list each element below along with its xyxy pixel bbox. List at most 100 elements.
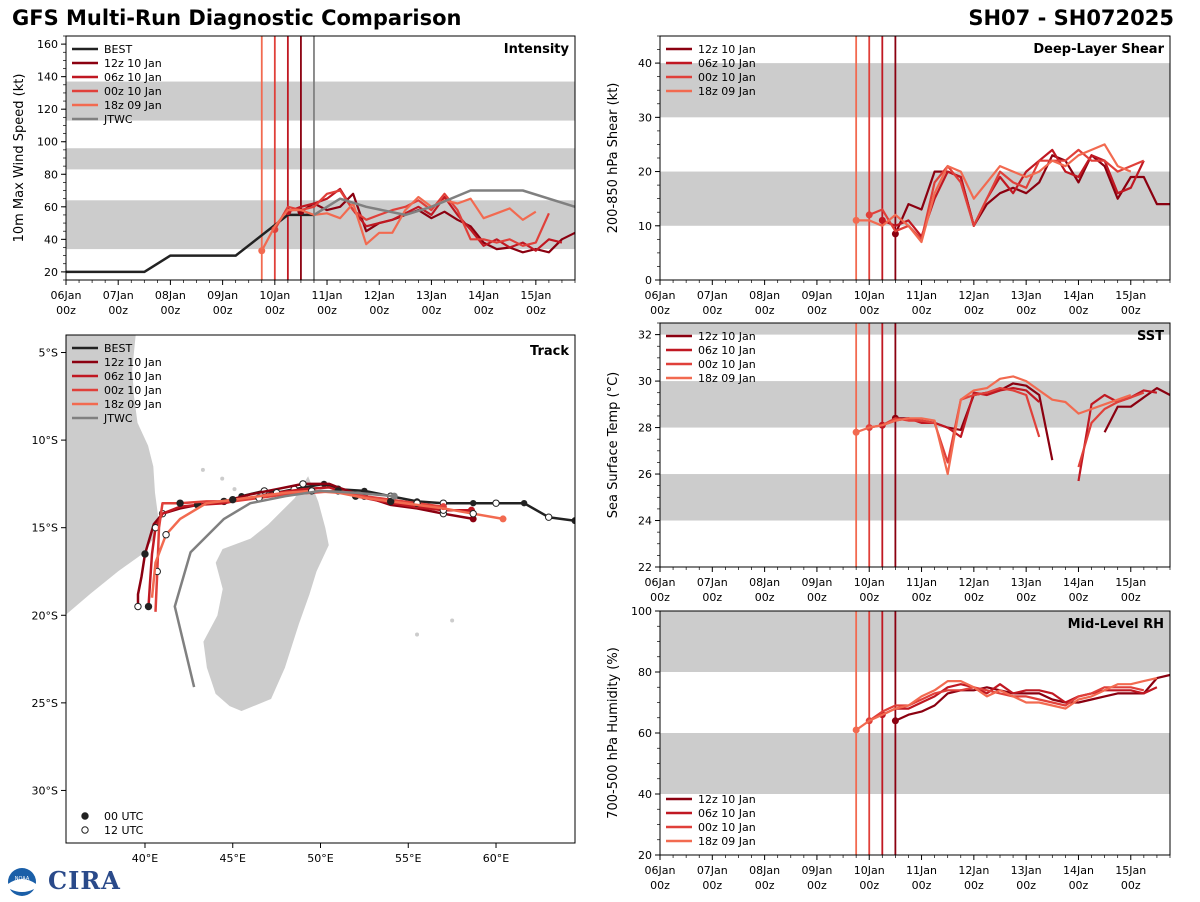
sst-xtick-sublabel: 00z [807, 591, 827, 604]
rh-panel-label: Mid-Level RH [1068, 617, 1164, 632]
intensity-start-point-18z-09-jan [258, 247, 266, 255]
intensity-ytick-label: 120 [37, 103, 58, 116]
intensity-xtick-label: 09Jan [207, 289, 238, 302]
intensity-legend-label: BEST [104, 43, 132, 56]
rh-legend-label: 00z 10 Jan [698, 821, 756, 834]
intensity-xtick-sublabel: 00z [526, 304, 546, 317]
sst-band-0 [660, 474, 1170, 521]
shear-ytick-label: 10 [638, 220, 652, 233]
intensity-ytick-label: 100 [37, 136, 58, 149]
track-xtick-label: 45°E [220, 852, 246, 865]
shear-xtick-label: 14Jan [1063, 289, 1094, 302]
rh-band-1 [660, 611, 1170, 672]
sst-series-group [852, 375, 1170, 482]
shear-xtick-sublabel: 00z [1069, 304, 1089, 317]
track-marker-legend-label: 12 UTC [104, 824, 144, 837]
shear-xtick-sublabel: 00z [964, 304, 984, 317]
rh-ytick-label: 40 [638, 788, 652, 801]
shear-panel-label: Deep-Layer Shear [1033, 42, 1164, 57]
shear-xtick-label: 13Jan [1011, 289, 1042, 302]
panel-track: 40°E 45°E 50°E 55°E 60°E 5°S 10°S 15°S 20°S 25°S 3… [32, 334, 576, 865]
sst-ylabel: Sea Surface Temp (°C) [606, 372, 621, 519]
rh-xtick-sublabel: 00z [650, 879, 670, 892]
sst-xtick-label: 09Jan [801, 576, 832, 589]
rh-xtick-sublabel: 00z [859, 879, 879, 892]
track-point [134, 602, 142, 611]
sst-xtick-label: 13Jan [1011, 576, 1042, 589]
rh-xtick-sublabel: 00z [1016, 879, 1036, 892]
island-2 [232, 487, 237, 492]
track-legend-label: JTWC [103, 412, 133, 425]
rh-xtick-label: 07Jan [697, 864, 728, 877]
panel-sst: 22 24 26 28 30 32 06Jan 00z 07Jan 00z 08Jan 00z 09Ja… [606, 322, 1171, 604]
track-start-point [469, 515, 477, 523]
shear-xtick-label: 07Jan [697, 289, 728, 302]
rh-line-06z-10-jan [881, 683, 1158, 716]
shear-ytick-label: 40 [638, 57, 652, 70]
intensity-line-jtwc [313, 189, 575, 217]
intensity-xtick-sublabel: 00z [108, 304, 128, 317]
intensity-xtick-sublabel: 00z [422, 304, 442, 317]
rh-xtick-sublabel: 00z [912, 879, 932, 892]
track-xtick-label: 50°E [307, 852, 333, 865]
shear-ylabel: 200-850 hPa Shear (kt) [606, 83, 621, 234]
shear-line-12z-10-jan [894, 154, 1170, 235]
sst-legend-label: 00z 10 Jan [698, 358, 756, 371]
island-0 [200, 467, 205, 472]
noaa-logo-text: NOAA [15, 876, 30, 882]
track-line-18z-09-jan [150, 489, 504, 598]
sst-xtick-sublabel: 00z [1121, 591, 1141, 604]
track-line-jtwc [173, 489, 395, 688]
intensity-ytick-label: 60 [44, 201, 58, 214]
intensity-xtick-sublabel: 00z [161, 304, 181, 317]
sst-ytick-label: 28 [638, 422, 652, 435]
track-panel-label: Track [530, 344, 569, 359]
storm-id: SH07 - SH072025 [968, 6, 1174, 30]
shear-xtick-sublabel: 00z [912, 304, 932, 317]
track-start-point [571, 517, 575, 525]
shear-xtick-label: 06Jan [645, 289, 676, 302]
sst-legend-label: 06z 10 Jan [698, 344, 756, 357]
intensity-xtick-sublabel: 00z [213, 304, 233, 317]
rh-legend-label: 18z 09 Jan [698, 835, 756, 848]
shear-xtick-label: 08Jan [749, 289, 780, 302]
sst-xtick-label: 12Jan [958, 576, 989, 589]
track-ytick-label: 15°S [32, 522, 58, 535]
intensity-xtick-sublabel: 00z [317, 304, 337, 317]
intensity-legend-label: 00z 10 Jan [104, 85, 162, 98]
shear-xtick-sublabel: 00z [1016, 304, 1036, 317]
sst-xtick-sublabel: 00z [912, 591, 932, 604]
shear-xtick-sublabel: 00z [755, 304, 775, 317]
shear-xtick-label: 09Jan [801, 289, 832, 302]
shear-xtick-sublabel: 00z [859, 304, 879, 317]
intensity-band-1 [66, 148, 575, 170]
intensity-xtick-label: 14Jan [468, 289, 499, 302]
rh-series-group [852, 673, 1170, 734]
shear-ytick-label: 0 [645, 274, 652, 287]
rh-xtick-sublabel: 00z [1121, 879, 1141, 892]
sst-xtick-label: 07Jan [697, 576, 728, 589]
shear-band-1 [660, 63, 1170, 118]
track-legend-label: 18z 09 Jan [104, 398, 162, 411]
rh-xtick-label: 06Jan [645, 864, 676, 877]
intensity-legend-label: 06z 10 Jan [104, 71, 162, 84]
track-point [229, 495, 237, 504]
track-start-point [499, 515, 507, 523]
sst-panel-label: SST [1137, 329, 1164, 344]
intensity-xtick-sublabel: 00z [56, 304, 76, 317]
intensity-ytick-label: 140 [37, 71, 58, 84]
rh-xtick-label: 08Jan [749, 864, 780, 877]
sst-band-2 [660, 323, 1170, 335]
rh-legend-label: 06z 10 Jan [698, 807, 756, 820]
rh-line-12z-10-jan [894, 673, 1170, 722]
sst-xtick-sublabel: 00z [650, 591, 670, 604]
sst-start-point-18z-09-jan [852, 428, 860, 436]
shear-band-0 [660, 171, 1170, 226]
shear-legend-label: 00z 10 Jan [698, 71, 756, 84]
track-xtick-label: 55°E [395, 852, 421, 865]
rh-xtick-label: 15Jan [1115, 864, 1146, 877]
rh-ytick-label: 80 [638, 666, 652, 679]
panel-intensity: 20 40 60 80 100 120 140 160 06Jan 00z 07Jan 00z 08Ja… [12, 35, 576, 317]
shear-xtick-sublabel: 00z [650, 304, 670, 317]
sst-xtick-label: 06Jan [645, 576, 676, 589]
